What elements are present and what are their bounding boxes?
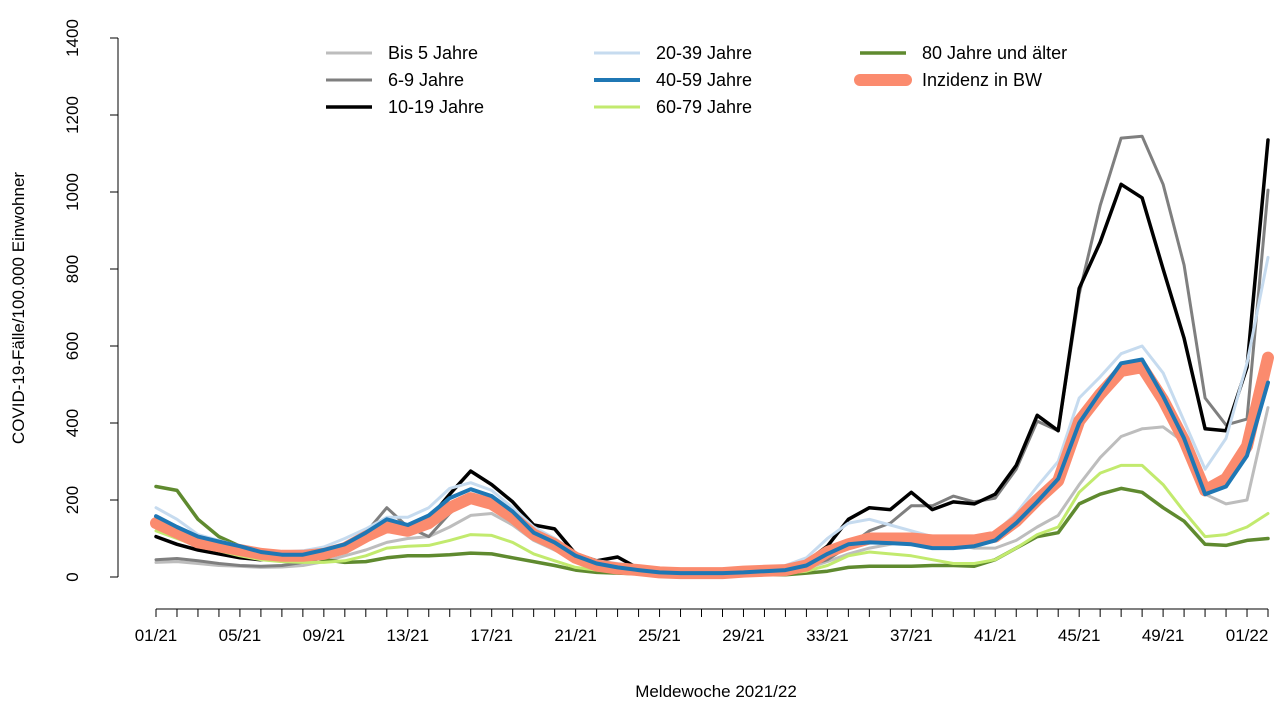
legend-label: 20-39 Jahre — [656, 43, 752, 63]
y-tick-label: 600 — [63, 332, 82, 360]
x-axis-title: Meldewoche 2021/22 — [635, 682, 797, 701]
series-line-40-59-jahre — [154, 357, 1270, 576]
x-tick-label: 01/22 — [1226, 626, 1269, 645]
legend-label: 40-59 Jahre — [656, 70, 752, 90]
x-tick-label: 21/21 — [554, 626, 597, 645]
legend-label: Bis 5 Jahre — [388, 43, 478, 63]
series-line-6-9-jahre — [154, 134, 1270, 574]
x-tick-label: 45/21 — [1058, 626, 1101, 645]
y-tick-label: 0 — [63, 572, 82, 581]
y-tick-label: 400 — [63, 409, 82, 437]
y-tick-label: 1200 — [63, 96, 82, 134]
y-axis-title: COVID-19-Fälle/100.000 Einwohner — [9, 172, 28, 444]
x-tick-label: 05/21 — [219, 626, 262, 645]
legend-label: 60-79 Jahre — [656, 97, 752, 117]
x-axis: 01/21 05/21 09/21 13/21 17/21 21/21 25/21 29/21… — [135, 608, 1269, 645]
x-tick-label: 01/21 — [135, 626, 178, 645]
x-tick-label: 17/21 — [470, 626, 513, 645]
x-tick-label: 37/21 — [890, 626, 933, 645]
x-tick-label: 09/21 — [303, 626, 346, 645]
legend-label: 80 Jahre und älter — [922, 43, 1067, 63]
series-line-20-39-jahre — [154, 255, 1270, 572]
legend: Bis 5 Jahre 6-9 Jahre 10-19 Jahre 20-39 Jah… — [326, 43, 1067, 117]
y-tick-label: 1000 — [63, 173, 82, 211]
x-tick-label: 41/21 — [974, 626, 1017, 645]
x-tick-label: 33/21 — [806, 626, 849, 645]
series-layer — [150, 134, 1274, 580]
x-tick-label: 49/21 — [1142, 626, 1185, 645]
legend-label: 10-19 Jahre — [388, 97, 484, 117]
y-tick-label: 200 — [63, 486, 82, 514]
y-tick-label: 1400 — [63, 19, 82, 57]
x-tick-label: 25/21 — [638, 626, 681, 645]
y-tick-label: 800 — [63, 255, 82, 283]
y-axis: 0 200 400 600 800 1000 1200 1400 — [63, 19, 119, 582]
x-tick-label: 13/21 — [387, 626, 430, 645]
x-tick-label: 29/21 — [722, 626, 765, 645]
legend-label: Inzidenz in BW — [922, 70, 1042, 90]
legend-label: 6-9 Jahre — [388, 70, 464, 90]
